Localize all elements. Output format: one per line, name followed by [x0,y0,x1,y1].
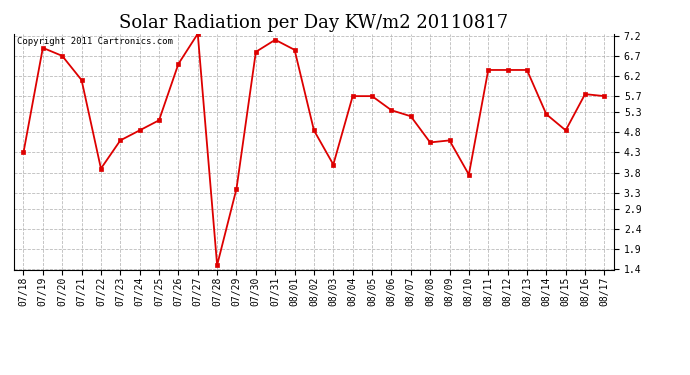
Text: Copyright 2011 Cartronics.com: Copyright 2011 Cartronics.com [17,37,172,46]
Title: Solar Radiation per Day KW/m2 20110817: Solar Radiation per Day KW/m2 20110817 [119,14,509,32]
